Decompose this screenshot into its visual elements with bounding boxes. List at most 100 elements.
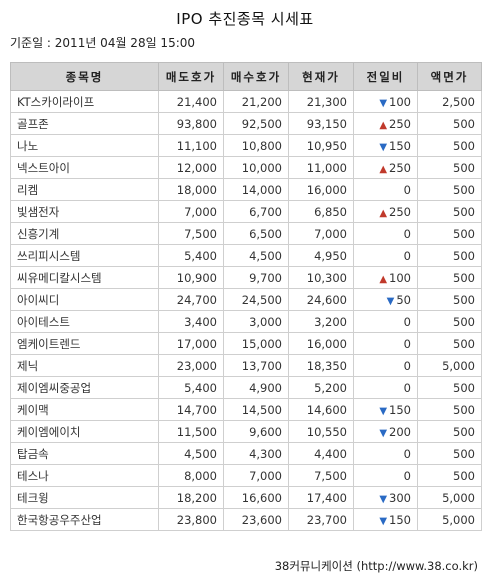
footer-credit: 38커뮤니케이션 (http://www.38.co.kr) bbox=[274, 559, 478, 573]
current-price-cell: 11,000 bbox=[288, 156, 354, 179]
stock-name-cell: 테크윙 bbox=[10, 486, 159, 509]
stock-name-cell: 엠케이트렌드 bbox=[10, 332, 159, 355]
triangle-down-icon: ▼ bbox=[379, 405, 388, 417]
stock-name-cell: 쓰리피시스템 bbox=[10, 244, 159, 267]
par-value-cell: 500 bbox=[417, 288, 482, 311]
current-price-cell: 23,700 bbox=[288, 508, 354, 531]
change-cell: ▲ 100 bbox=[353, 266, 418, 289]
table-row: 탑금속 4,500 4,300 4,400 0 500 bbox=[10, 442, 482, 465]
stock-name-cell: 씨유메디칼시스템 bbox=[10, 266, 159, 289]
table-header-row: 종목명 매도호가 매수호가 현재가 전일비 액면가 bbox=[10, 62, 482, 91]
stock-name-cell: 케이맥 bbox=[10, 398, 159, 421]
stock-name-cell: 테스나 bbox=[10, 464, 159, 487]
column-header-par: 액면가 bbox=[417, 62, 482, 91]
stock-name-cell: 제닉 bbox=[10, 354, 159, 377]
table-row: 신흥기계 7,500 6,500 7,000 0 500 bbox=[10, 222, 482, 245]
bid-price-cell: 15,000 bbox=[223, 332, 289, 355]
current-price-cell: 10,950 bbox=[288, 134, 354, 157]
change-value: 50 bbox=[396, 292, 411, 307]
current-price-cell: 10,550 bbox=[288, 420, 354, 443]
change-value: 100 bbox=[389, 94, 411, 109]
bid-price-cell: 3,000 bbox=[223, 310, 289, 333]
change-cell: 0 bbox=[353, 178, 418, 201]
bid-price-cell: 16,600 bbox=[223, 486, 289, 509]
change-value: 0 bbox=[403, 248, 411, 263]
triangle-up-icon: ▲ bbox=[379, 207, 388, 219]
bid-price-cell: 10,000 bbox=[223, 156, 289, 179]
triangle-up-icon: ▲ bbox=[379, 273, 388, 285]
ask-price-cell: 3,400 bbox=[158, 310, 224, 333]
par-value-cell: 500 bbox=[417, 134, 482, 157]
ask-price-cell: 93,800 bbox=[158, 112, 224, 135]
table-row: 넥스트아이 12,000 10,000 11,000 ▲ 250 500 bbox=[10, 156, 482, 179]
change-value: 0 bbox=[403, 358, 411, 373]
ask-price-cell: 14,700 bbox=[158, 398, 224, 421]
table-body: KT스카이라이프 21,400 21,200 21,300 ▼ 100 2,500 골프존 93… bbox=[10, 90, 482, 531]
bid-price-cell: 13,700 bbox=[223, 354, 289, 377]
bid-price-cell: 9,600 bbox=[223, 420, 289, 443]
table-row: 한국항공우주산업 23,800 23,600 23,700 ▼ 150 5,000 bbox=[10, 508, 482, 531]
bid-price-cell: 4,300 bbox=[223, 442, 289, 465]
triangle-down-icon: ▼ bbox=[379, 97, 388, 109]
change-cell: 0 bbox=[353, 332, 418, 355]
ask-price-cell: 18,200 bbox=[158, 486, 224, 509]
current-price-cell: 17,400 bbox=[288, 486, 354, 509]
change-cell: ▼ 150 bbox=[353, 134, 418, 157]
table-row: 나노 11,100 10,800 10,950 ▼ 150 500 bbox=[10, 134, 482, 157]
change-cell: ▼ 200 bbox=[353, 420, 418, 443]
ask-price-cell: 5,400 bbox=[158, 244, 224, 267]
par-value-cell: 500 bbox=[417, 178, 482, 201]
bid-price-cell: 14,000 bbox=[223, 178, 289, 201]
change-cell: 0 bbox=[353, 464, 418, 487]
par-value-cell: 5,000 bbox=[417, 508, 482, 531]
change-cell: 0 bbox=[353, 222, 418, 245]
bid-price-cell: 14,500 bbox=[223, 398, 289, 421]
bid-price-cell: 10,800 bbox=[223, 134, 289, 157]
column-header-price: 현재가 bbox=[288, 62, 354, 91]
par-value-cell: 5,000 bbox=[417, 486, 482, 509]
stock-name-cell: 제이엠씨중공업 bbox=[10, 376, 159, 399]
current-price-cell: 7,000 bbox=[288, 222, 354, 245]
ask-price-cell: 11,100 bbox=[158, 134, 224, 157]
change-value: 250 bbox=[389, 204, 411, 219]
change-value: 0 bbox=[403, 336, 411, 351]
triangle-up-icon: ▲ bbox=[379, 163, 388, 175]
stock-name-cell: 신흥기계 bbox=[10, 222, 159, 245]
current-price-cell: 16,000 bbox=[288, 332, 354, 355]
column-header-bid: 매수호가 bbox=[223, 62, 289, 91]
change-cell: 0 bbox=[353, 310, 418, 333]
par-value-cell: 500 bbox=[417, 376, 482, 399]
change-value: 200 bbox=[389, 424, 411, 439]
base-date: 기준일 : 2011년 04월 28일 15:00 bbox=[10, 36, 196, 50]
stock-name-cell: 한국항공우주산업 bbox=[10, 508, 159, 531]
bid-price-cell: 6,500 bbox=[223, 222, 289, 245]
bid-price-cell: 6,700 bbox=[223, 200, 289, 223]
triangle-down-icon: ▼ bbox=[379, 141, 388, 153]
change-cell: 0 bbox=[353, 376, 418, 399]
change-value: 250 bbox=[389, 116, 411, 131]
table-row: 테스나 8,000 7,000 7,500 0 500 bbox=[10, 464, 482, 487]
change-value: 100 bbox=[389, 270, 411, 285]
bid-price-cell: 7,000 bbox=[223, 464, 289, 487]
ask-price-cell: 8,000 bbox=[158, 464, 224, 487]
column-header-change: 전일비 bbox=[353, 62, 418, 91]
table-row: 아이테스트 3,400 3,000 3,200 0 500 bbox=[10, 310, 482, 333]
table-row: 케이맥 14,700 14,500 14,600 ▼ 150 500 bbox=[10, 398, 482, 421]
current-price-cell: 16,000 bbox=[288, 178, 354, 201]
bid-price-cell: 21,200 bbox=[223, 90, 289, 113]
table-row: 엠케이트렌드 17,000 15,000 16,000 0 500 bbox=[10, 332, 482, 355]
par-value-cell: 500 bbox=[417, 420, 482, 443]
stock-name-cell: 골프존 bbox=[10, 112, 159, 135]
table-row: 씨유메디칼시스템 10,900 9,700 10,300 ▲ 100 500 bbox=[10, 266, 482, 289]
stock-name-cell: 케이엠에이치 bbox=[10, 420, 159, 443]
stock-name-cell: KT스카이라이프 bbox=[10, 90, 159, 113]
par-value-cell: 500 bbox=[417, 464, 482, 487]
current-price-cell: 4,400 bbox=[288, 442, 354, 465]
price-table: 종목명 매도호가 매수호가 현재가 전일비 액면가 KT스카이라이프 21,400… bbox=[10, 62, 482, 531]
table-row: 케이엠에이치 11,500 9,600 10,550 ▼ 200 500 bbox=[10, 420, 482, 443]
ask-price-cell: 5,400 bbox=[158, 376, 224, 399]
table-row: 제닉 23,000 13,700 18,350 0 5,000 bbox=[10, 354, 482, 377]
stock-name-cell: 나노 bbox=[10, 134, 159, 157]
change-cell: ▼ 150 bbox=[353, 508, 418, 531]
ask-price-cell: 23,800 bbox=[158, 508, 224, 531]
